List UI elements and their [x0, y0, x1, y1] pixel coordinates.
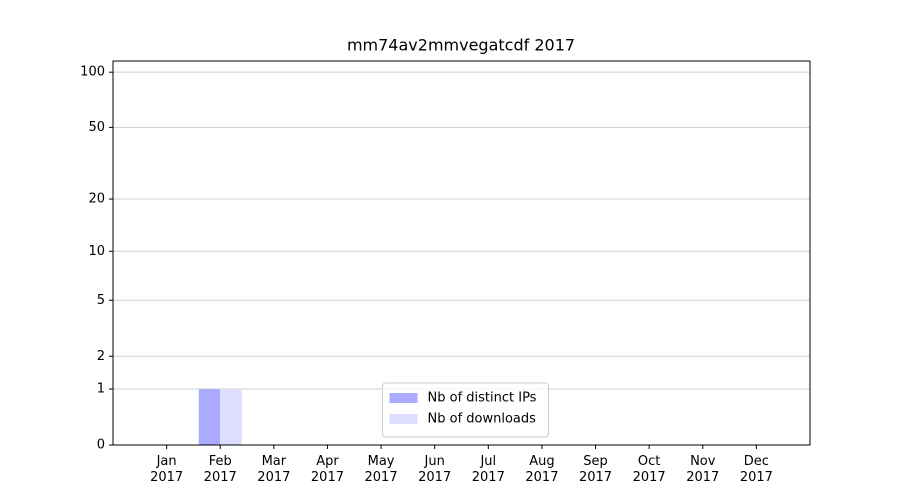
- x-tick-label: Aug 2017: [525, 454, 558, 485]
- y-tick-label: 20: [88, 192, 105, 207]
- legend-swatch: [389, 414, 418, 424]
- y-tick-label: 100: [80, 65, 105, 80]
- x-tick-label: Nov 2017: [686, 454, 719, 485]
- y-tick-label: 2: [97, 349, 105, 364]
- x-tick-label: Oct 2017: [633, 454, 666, 485]
- x-tick-label: Jan 2017: [150, 454, 183, 485]
- x-tick-label: Apr 2017: [311, 454, 344, 485]
- x-tick-label: May 2017: [365, 454, 398, 485]
- legend-swatch: [389, 393, 418, 403]
- y-tick-label: 50: [88, 120, 105, 135]
- legend-label: Nb of distinct IPs: [428, 391, 537, 406]
- legend-box: [382, 382, 549, 438]
- x-tick-label: Jun 2017: [418, 454, 451, 485]
- y-tick-label: 5: [97, 293, 105, 308]
- y-tick-label: 1: [97, 382, 105, 397]
- bar: [220, 389, 242, 445]
- chart-title: mm74av2mmvegatcdf 2017: [347, 36, 575, 55]
- x-tick-label: Feb 2017: [204, 454, 237, 485]
- legend-label: Nb of downloads: [428, 412, 537, 427]
- y-tick-label: 10: [88, 244, 105, 259]
- x-tick-label: Jul 2017: [472, 454, 505, 485]
- bar: [198, 389, 221, 445]
- x-tick-label: Dec 2017: [740, 454, 773, 485]
- x-tick-label: Sep 2017: [579, 454, 612, 485]
- y-tick-label: 0: [97, 438, 105, 453]
- plot-frame: [112, 60, 811, 446]
- x-tick-label: Mar 2017: [257, 454, 290, 485]
